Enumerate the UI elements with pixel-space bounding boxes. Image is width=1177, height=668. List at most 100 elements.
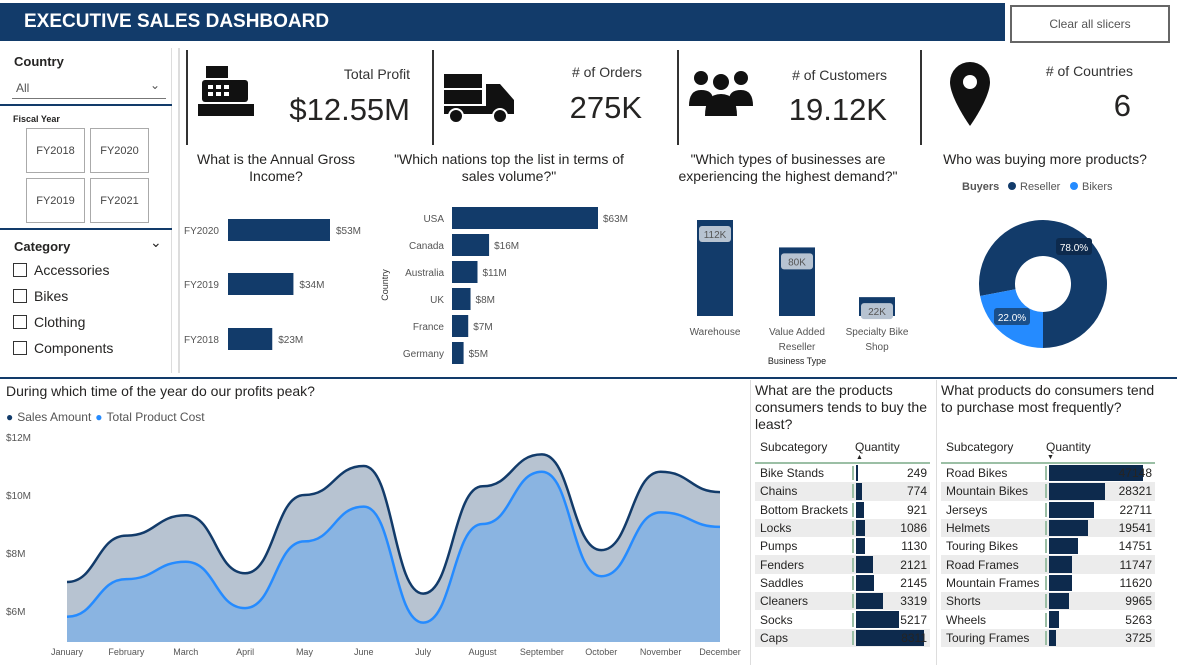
column-header[interactable]: Quantity (855, 440, 900, 454)
divider (178, 48, 180, 373)
fy-button[interactable]: FY2018 (26, 128, 85, 173)
legend-item: Bikers (1082, 181, 1113, 193)
sort-ascending-icon[interactable]: ▲ (856, 454, 863, 461)
subcategory-cell: Chains (755, 484, 854, 499)
dashboard-title: EXECUTIVE SALES DASHBOARD (0, 3, 1005, 41)
clear-slicers-button[interactable]: Clear all slicers (1010, 5, 1170, 43)
table-row[interactable]: Jerseys 22711 (941, 501, 1155, 519)
x-tick-label: May (296, 647, 314, 657)
data-label: $23M (278, 335, 303, 346)
checkbox[interactable] (13, 315, 27, 329)
quantity-cell: 11747 (1119, 557, 1152, 572)
table-row[interactable]: Shorts 9965 (941, 592, 1155, 611)
subcategory-cell: Mountain Bikes (941, 484, 1047, 499)
quantity-cell: 28321 (1118, 484, 1152, 499)
tick-label: FY2018 (184, 335, 219, 346)
data-label-bg (994, 308, 1030, 325)
chart-title: "Which types of businesses are experienc… (678, 151, 898, 184)
column-header[interactable]: Subcategory (760, 440, 828, 454)
fy-button[interactable]: FY2021 (90, 178, 149, 223)
bar (452, 261, 478, 283)
y-tick-label: $10M (6, 491, 31, 502)
data-label: $8M (476, 295, 495, 306)
tick-label: Warehouse (690, 327, 741, 338)
kpi-customers: # of Customers 19.12K (677, 50, 919, 145)
subcategory-cell: Saddles (755, 575, 854, 590)
y-tick-label: $12M (6, 433, 31, 444)
table-row[interactable]: Mountain Bikes 28321 (941, 482, 1155, 501)
table-row[interactable]: Touring Bikes 14751 (941, 537, 1155, 555)
table-row[interactable]: Caps 8311 (755, 628, 930, 647)
data-label-bg (699, 226, 731, 242)
table-row[interactable]: Cleaners 3319 (755, 592, 930, 611)
quantity-cell: 1086 (900, 521, 927, 536)
column-header[interactable]: Subcategory (946, 440, 1014, 454)
table-row[interactable]: Road Bikes 47148 (941, 464, 1155, 482)
map-pin-icon (950, 62, 990, 126)
bar (228, 328, 273, 350)
subcategory-cell: Fenders (755, 557, 854, 572)
table-row[interactable]: Socks 5217 (755, 610, 930, 628)
table-row[interactable]: Bike Stands 249 (755, 464, 930, 482)
category-accessories[interactable]: Accessories (13, 257, 113, 283)
table-row[interactable]: Locks 1086 (755, 518, 930, 538)
tick-label: Australia (405, 268, 444, 279)
checkbox[interactable] (13, 341, 27, 355)
country-value: All (16, 81, 30, 95)
bar (452, 288, 471, 310)
legend-title: Buyers (962, 181, 999, 193)
quantity-bar (856, 556, 874, 573)
chevron-down-icon[interactable]: ⌄ (150, 234, 162, 250)
table-row[interactable]: Pumps 1130 (755, 537, 930, 555)
option-label: Bikes (34, 288, 69, 304)
table-row[interactable]: Chains 774 (755, 482, 930, 501)
column-header[interactable]: Quantity (1046, 440, 1091, 454)
quantity-bar (856, 574, 874, 592)
category-clothing[interactable]: Clothing (13, 309, 113, 335)
most-purchased-table: Subcategory Quantity ▼ Road Bikes 47148 Mount… (941, 438, 1155, 647)
subcategory-cell: Touring Bikes (941, 539, 1047, 554)
quantity-bar (1049, 519, 1088, 537)
quantity-bar (1049, 629, 1057, 646)
table-row[interactable]: Fenders 2121 (755, 555, 930, 574)
kpi-value: 6 (1113, 88, 1131, 123)
data-label: 22.0% (998, 313, 1026, 324)
subcategory-cell: Road Bikes (941, 466, 1047, 481)
quantity-bar (856, 593, 884, 610)
data-label: 22K (868, 307, 886, 318)
kpi-label: # of Countries (1045, 63, 1133, 79)
quantity-cell: 2145 (900, 575, 927, 590)
sort-descending-icon[interactable]: ▼ (1047, 454, 1054, 461)
quantity-bar (1049, 556, 1073, 573)
cash-register-icon (198, 66, 254, 116)
checkbox[interactable] (13, 289, 27, 303)
table-row[interactable]: Touring Frames 3725 (941, 628, 1155, 647)
x-tick-label: June (354, 647, 374, 657)
divider (936, 380, 937, 665)
country-dropdown[interactable]: All ⌄ (12, 76, 166, 99)
table-row[interactable]: Helmets 19541 (941, 518, 1155, 538)
quantity-cell: 19541 (1118, 521, 1152, 536)
quantity-bar (1049, 483, 1106, 500)
data-label: $53M (336, 226, 361, 237)
subcategory-cell: Jerseys (941, 502, 1047, 517)
quantity-cell: 11620 (1119, 575, 1152, 590)
fy-button[interactable]: FY2019 (26, 178, 85, 223)
table-row[interactable]: Mountain Frames 11620 (941, 574, 1155, 592)
x-tick-label: December (699, 647, 741, 657)
table-row[interactable]: Saddles 2145 (755, 574, 930, 592)
category-components[interactable]: Components (13, 335, 113, 361)
divider (0, 377, 1177, 379)
category-bikes[interactable]: Bikes (13, 283, 113, 309)
subcategory-cell: Cleaners (755, 594, 854, 609)
table-row[interactable]: Bottom Brackets 921 (755, 501, 930, 519)
fy-button[interactable]: FY2020 (90, 128, 149, 173)
quantity-cell: 249 (906, 466, 927, 481)
table-row[interactable]: Road Frames 11747 (941, 555, 1155, 574)
table-row[interactable]: Wheels 5263 (941, 610, 1155, 628)
checkbox[interactable] (13, 263, 27, 277)
people-group-icon (689, 71, 753, 116)
legend: ● Sales Amount ● Total Product Cost (6, 410, 205, 424)
tick-label: Value Added (769, 327, 825, 338)
data-label: $7M (473, 322, 492, 333)
